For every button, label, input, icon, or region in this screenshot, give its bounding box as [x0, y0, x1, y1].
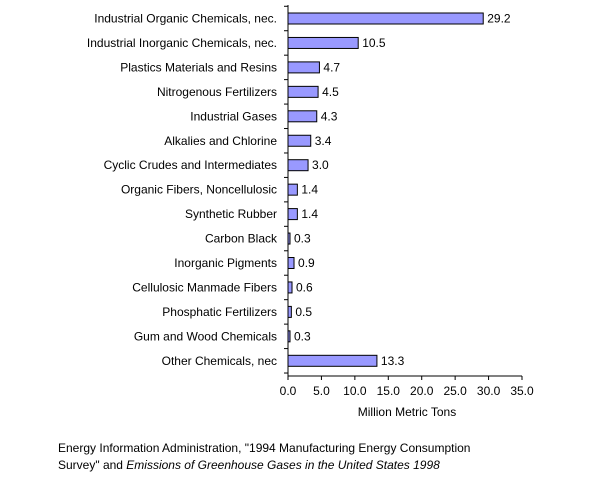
value-label: 3.0: [312, 158, 329, 172]
x-tick-label: 30.0: [477, 384, 501, 398]
x-axis-title: Million Metric Tons: [358, 405, 456, 419]
value-label: 4.3: [321, 109, 338, 123]
bars-layer: [287, 12, 484, 367]
bar: [287, 61, 320, 74]
bar: [287, 208, 298, 221]
category-label: Cellulosic Manmade Fibers: [132, 280, 277, 294]
value-label: 29.2: [487, 12, 511, 26]
bar: [287, 354, 378, 367]
bar: [287, 134, 312, 147]
bar: [287, 183, 298, 196]
bar: [287, 110, 318, 123]
value-label: 0.3: [294, 232, 311, 246]
bar: [287, 85, 319, 98]
category-label: Other Chemicals, nec: [162, 354, 277, 368]
value-labels-layer: 29.2 10.5 4.7 4.5 4.3 3.4 3.0 1.4 1.4 0.3 0.9 0.6 0.…: [294, 12, 511, 368]
value-label: 0.9: [298, 256, 315, 270]
value-label: 0.5: [295, 305, 312, 319]
category-label: Synthetic Rubber: [185, 207, 277, 221]
x-axis: 0.0 5.0 10.0 15.0 20.0 25.0 30.0 35.0: [280, 5, 534, 398]
x-tick-label: 35.0: [510, 384, 534, 398]
source-note: Energy Information Administration, "1994…: [58, 440, 578, 474]
x-tick-label: 0.0: [280, 384, 297, 398]
category-label: Alkalies and Chlorine: [164, 134, 277, 148]
source-line-2-italic: Emissions of Greenhouse Gases in the Uni…: [126, 458, 440, 472]
category-labels-layer: Industrial Organic Chemicals, nec. Indust…: [87, 12, 278, 368]
value-label: 4.7: [323, 60, 340, 74]
source-line-2: Survey" and Emissions of Greenhouse Gase…: [58, 457, 578, 474]
category-label: Industrial Organic Chemicals, nec.: [94, 12, 277, 26]
bar-chart: Industrial Organic Chemicals, nec. Indust…: [87, 5, 534, 419]
value-label: 0.6: [296, 280, 313, 294]
category-label: Carbon Black: [205, 232, 278, 246]
bar: [287, 12, 484, 25]
bar: [287, 281, 293, 294]
value-label: 1.4: [301, 207, 318, 221]
value-label: 10.5: [362, 36, 386, 50]
category-label: Industrial Inorganic Chemicals, nec.: [87, 36, 277, 50]
x-tick-label: 20.0: [410, 384, 434, 398]
source-line-2-prefix: Survey" and: [58, 458, 127, 472]
category-label: Organic Fibers, Noncellulosic: [121, 183, 277, 197]
category-label: Cyclic Crudes and Intermediates: [104, 158, 277, 172]
category-label: Inorganic Pigments: [174, 256, 277, 270]
category-label: Gum and Wood Chemicals: [134, 329, 277, 343]
value-label: 13.3: [381, 354, 405, 368]
bar: [287, 159, 309, 172]
category-label: Plastics Materials and Resins: [120, 60, 277, 74]
bar: [287, 36, 359, 49]
bar: [287, 305, 292, 318]
category-label: Nitrogenous Fertilizers: [157, 85, 277, 99]
value-label: 4.5: [322, 85, 339, 99]
value-label: 0.3: [294, 329, 311, 343]
x-tick-label: 10.0: [343, 384, 367, 398]
category-label: Phosphatic Fertilizers: [162, 305, 277, 319]
value-label: 3.4: [315, 134, 332, 148]
bar: [287, 257, 295, 269]
x-tick-label: 15.0: [377, 384, 401, 398]
x-tick-label: 25.0: [443, 384, 467, 398]
x-tick-label: 5.0: [313, 384, 330, 398]
value-label: 1.4: [301, 183, 318, 197]
source-line-1: Energy Information Administration, "1994…: [58, 441, 471, 455]
category-label: Industrial Gases: [190, 109, 277, 123]
